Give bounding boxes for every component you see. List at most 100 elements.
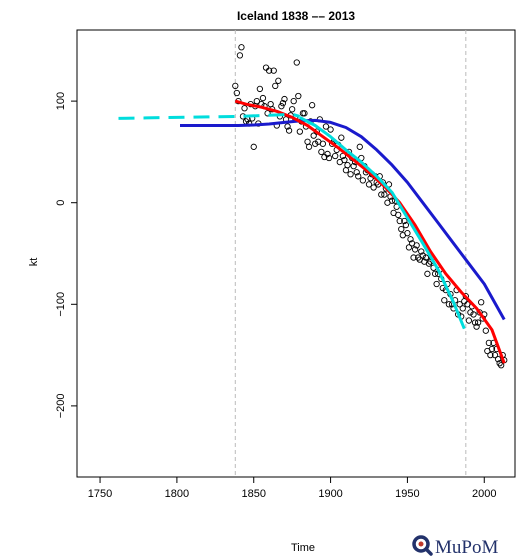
chart-title: Iceland 1838 –– 2013 — [237, 9, 355, 23]
data-point — [350, 162, 357, 170]
curve-3 — [299, 116, 466, 330]
data-point — [295, 92, 302, 100]
data-point — [310, 132, 317, 139]
data-point — [238, 44, 245, 51]
data-point — [270, 67, 277, 74]
data-point — [441, 297, 448, 304]
data-point — [285, 127, 293, 134]
data-point — [407, 236, 414, 243]
data-point — [465, 317, 473, 324]
data-point — [491, 351, 499, 359]
curve-2 — [234, 99, 506, 364]
data-point — [265, 67, 273, 74]
data-point — [471, 319, 479, 326]
data-point — [378, 191, 385, 198]
data-point — [332, 152, 339, 160]
x-tick-label: 2000 — [472, 488, 496, 500]
data-point — [284, 123, 291, 130]
data-point — [289, 106, 296, 113]
data-point — [305, 143, 313, 150]
data-point — [370, 184, 377, 191]
data-point — [253, 97, 260, 105]
y-tick-label: −100 — [55, 292, 67, 317]
data-point — [431, 270, 439, 277]
data-point — [241, 105, 248, 112]
y-tick-label: 100 — [55, 92, 67, 110]
data-point — [308, 102, 316, 109]
data-point — [470, 311, 477, 318]
data-point — [395, 211, 402, 219]
data-point — [338, 134, 345, 141]
data-point — [290, 97, 297, 105]
data-point — [459, 305, 466, 312]
data-point — [402, 221, 410, 229]
data-point — [318, 148, 325, 156]
data-point — [322, 123, 330, 130]
data-point — [319, 140, 327, 147]
data-point — [327, 126, 334, 133]
data-point — [250, 143, 257, 150]
data-point — [388, 197, 396, 204]
data-point — [293, 59, 300, 66]
y-axis: 100 0 −100 −200 — [55, 92, 78, 418]
data-point — [496, 360, 503, 367]
data-point — [275, 77, 282, 84]
data-point — [272, 82, 279, 90]
logo-text: MuPoM — [435, 537, 498, 556]
data-point — [325, 154, 333, 162]
data-point — [301, 110, 308, 117]
data-point — [433, 280, 440, 288]
data-point — [424, 270, 431, 277]
data-point — [353, 169, 360, 176]
reference-lines — [234, 30, 467, 477]
fitted-curves — [118, 99, 506, 364]
curve-4 — [118, 112, 301, 120]
data-point — [279, 99, 287, 107]
data-point — [232, 82, 239, 90]
data-point — [281, 95, 288, 103]
data-point — [482, 327, 489, 334]
data-point — [296, 128, 303, 135]
data-point — [474, 319, 482, 326]
data-point — [413, 242, 420, 249]
data-point — [422, 254, 430, 261]
data-point — [478, 299, 485, 306]
data-point — [278, 103, 285, 110]
data-point — [488, 345, 496, 353]
x-tick-label: 1850 — [241, 488, 265, 500]
x-tick-label: 1900 — [318, 488, 342, 500]
magnifier-icon — [412, 535, 433, 556]
data-point — [381, 191, 388, 198]
x-tick-label: 1750 — [88, 488, 112, 500]
data-point — [259, 94, 267, 102]
data-point — [418, 248, 425, 255]
data-point — [233, 89, 240, 97]
data-point — [404, 230, 411, 237]
data-point — [356, 143, 363, 150]
x-axis-label: Time — [291, 542, 315, 554]
data-point — [341, 156, 348, 164]
data-point — [365, 181, 373, 188]
data-point — [355, 173, 362, 180]
data-point — [347, 171, 354, 178]
x-tick-label: 1950 — [395, 488, 419, 500]
mupom-logo: MuPoM — [412, 535, 498, 556]
data-point — [359, 177, 367, 184]
data-point — [236, 52, 244, 59]
data-point — [396, 217, 403, 225]
data-point — [344, 161, 351, 169]
data-point — [264, 110, 271, 117]
data-point — [324, 150, 331, 158]
data-point — [494, 356, 502, 363]
data-point — [456, 301, 463, 308]
x-axis: 1750 1800 1850 1900 1950 2000 — [88, 476, 497, 500]
data-point — [410, 254, 417, 261]
data-point — [445, 301, 453, 308]
curve-1 — [180, 118, 506, 321]
data-point — [256, 85, 264, 93]
data-point — [411, 246, 419, 253]
y-tick-label: −200 — [55, 393, 67, 418]
x-tick-label: 1800 — [165, 488, 189, 500]
